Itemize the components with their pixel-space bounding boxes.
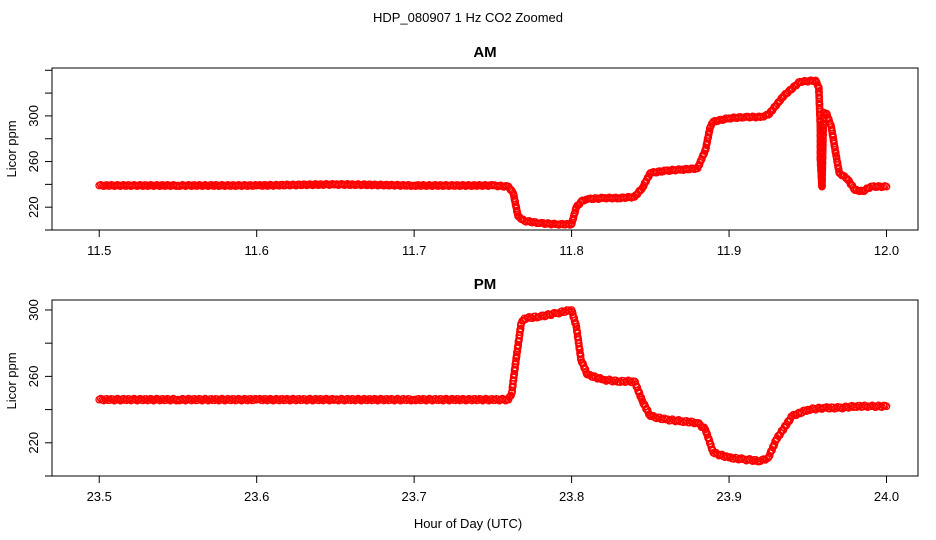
panel-am-plot-box (51, 67, 919, 231)
panel-am-x-axis: 11.5 11.6 11.7 11.8 11.9 12.0 (87, 230, 899, 258)
x-tick-label-am-4: 11.9 (717, 243, 741, 258)
x-tick-label-am-2: 11.7 (402, 243, 426, 258)
panel-am-points (95, 76, 891, 229)
x-tick-label-am-0: 11.5 (87, 243, 111, 258)
panel-am-title: AM (473, 44, 496, 61)
y-tick-label-pm-0: 220 (26, 432, 41, 454)
panel-am-y-label: Licor ppm (4, 120, 19, 177)
x-tick-label-pm-2: 23.7 (401, 489, 426, 504)
y-tick-label-pm-1: 260 (26, 366, 41, 388)
panel-pm-y-axis: 220 260 300 (26, 299, 52, 477)
panel-pm-y-label: Licor ppm (4, 352, 19, 409)
x-axis-label: Hour of Day (UTC) (414, 516, 522, 531)
x-tick-label-pm-1: 23.6 (244, 489, 269, 504)
panel-am: AM 11.5 11.6 11.7 11.8 11.9 12.0 220 260 300 Li… (4, 44, 919, 258)
data-point-pm-632 (882, 402, 891, 411)
x-tick-label-pm-0: 23.5 (87, 489, 112, 504)
x-tick-label-pm-4: 23.9 (716, 489, 741, 504)
main-title: HDP_080907 1 Hz CO2 Zoomed (373, 10, 563, 25)
data-point-pm-294 (511, 359, 520, 368)
data-point-pm-424 (626, 377, 634, 386)
panel-pm-points (95, 306, 891, 466)
data-point-am-688 (834, 165, 843, 174)
panel-am-y-axis: 220 260 300 (26, 69, 52, 231)
y-tick-label-pm-2: 300 (26, 299, 41, 321)
panel-pm-x-axis: 23.5 23.6 23.7 23.8 23.9 24.0 (87, 476, 899, 504)
y-tick-label-am-2: 300 (26, 105, 41, 127)
x-tick-label-pm-3: 23.8 (559, 489, 584, 504)
panel-pm-title: PM (474, 276, 497, 293)
x-tick-label-pm-5: 24.0 (874, 489, 899, 504)
x-tick-label-am-1: 11.6 (245, 243, 269, 258)
x-tick-label-am-5: 12.0 (874, 243, 899, 258)
panel-pm-plot-box (51, 299, 919, 477)
y-tick-label-am-1: 260 (26, 151, 41, 173)
data-point-pm-317 (516, 324, 525, 333)
x-tick-label-am-3: 11.8 (559, 243, 583, 258)
data-point-pm-425 (627, 378, 636, 387)
data-point-am-726 (882, 182, 891, 191)
y-tick-label-am-0: 220 (26, 196, 41, 218)
panel-pm: PM 23.5 23.6 23.7 23.8 23.9 24.0 220 260 300 Li… (4, 276, 919, 504)
